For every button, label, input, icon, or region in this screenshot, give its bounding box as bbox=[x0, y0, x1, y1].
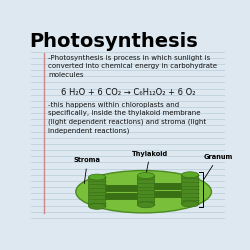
FancyBboxPatch shape bbox=[88, 177, 106, 206]
Ellipse shape bbox=[88, 174, 106, 180]
Ellipse shape bbox=[88, 203, 106, 209]
Ellipse shape bbox=[76, 170, 211, 213]
FancyBboxPatch shape bbox=[138, 176, 154, 205]
Text: Photosynthesis: Photosynthesis bbox=[30, 32, 198, 50]
FancyBboxPatch shape bbox=[182, 175, 199, 204]
Text: Thylakoid: Thylakoid bbox=[132, 150, 168, 172]
Text: 6 H₂O + 6 CO₂ → C₆H₁₂O₂ + 6 O₂: 6 H₂O + 6 CO₂ → C₆H₁₂O₂ + 6 O₂ bbox=[61, 88, 196, 97]
Text: -this happens within chloroplasts and
specifically, inside the thylakoid membran: -this happens within chloroplasts and sp… bbox=[48, 102, 206, 134]
Ellipse shape bbox=[182, 172, 199, 178]
Text: Granum: Granum bbox=[203, 154, 233, 180]
Text: -Photosynthesis is process in which sunlight is
converted into chemical energy i: -Photosynthesis is process in which sunl… bbox=[48, 55, 217, 78]
Text: Stroma: Stroma bbox=[74, 158, 101, 184]
Ellipse shape bbox=[182, 201, 199, 207]
Ellipse shape bbox=[138, 172, 154, 178]
Ellipse shape bbox=[138, 202, 154, 208]
